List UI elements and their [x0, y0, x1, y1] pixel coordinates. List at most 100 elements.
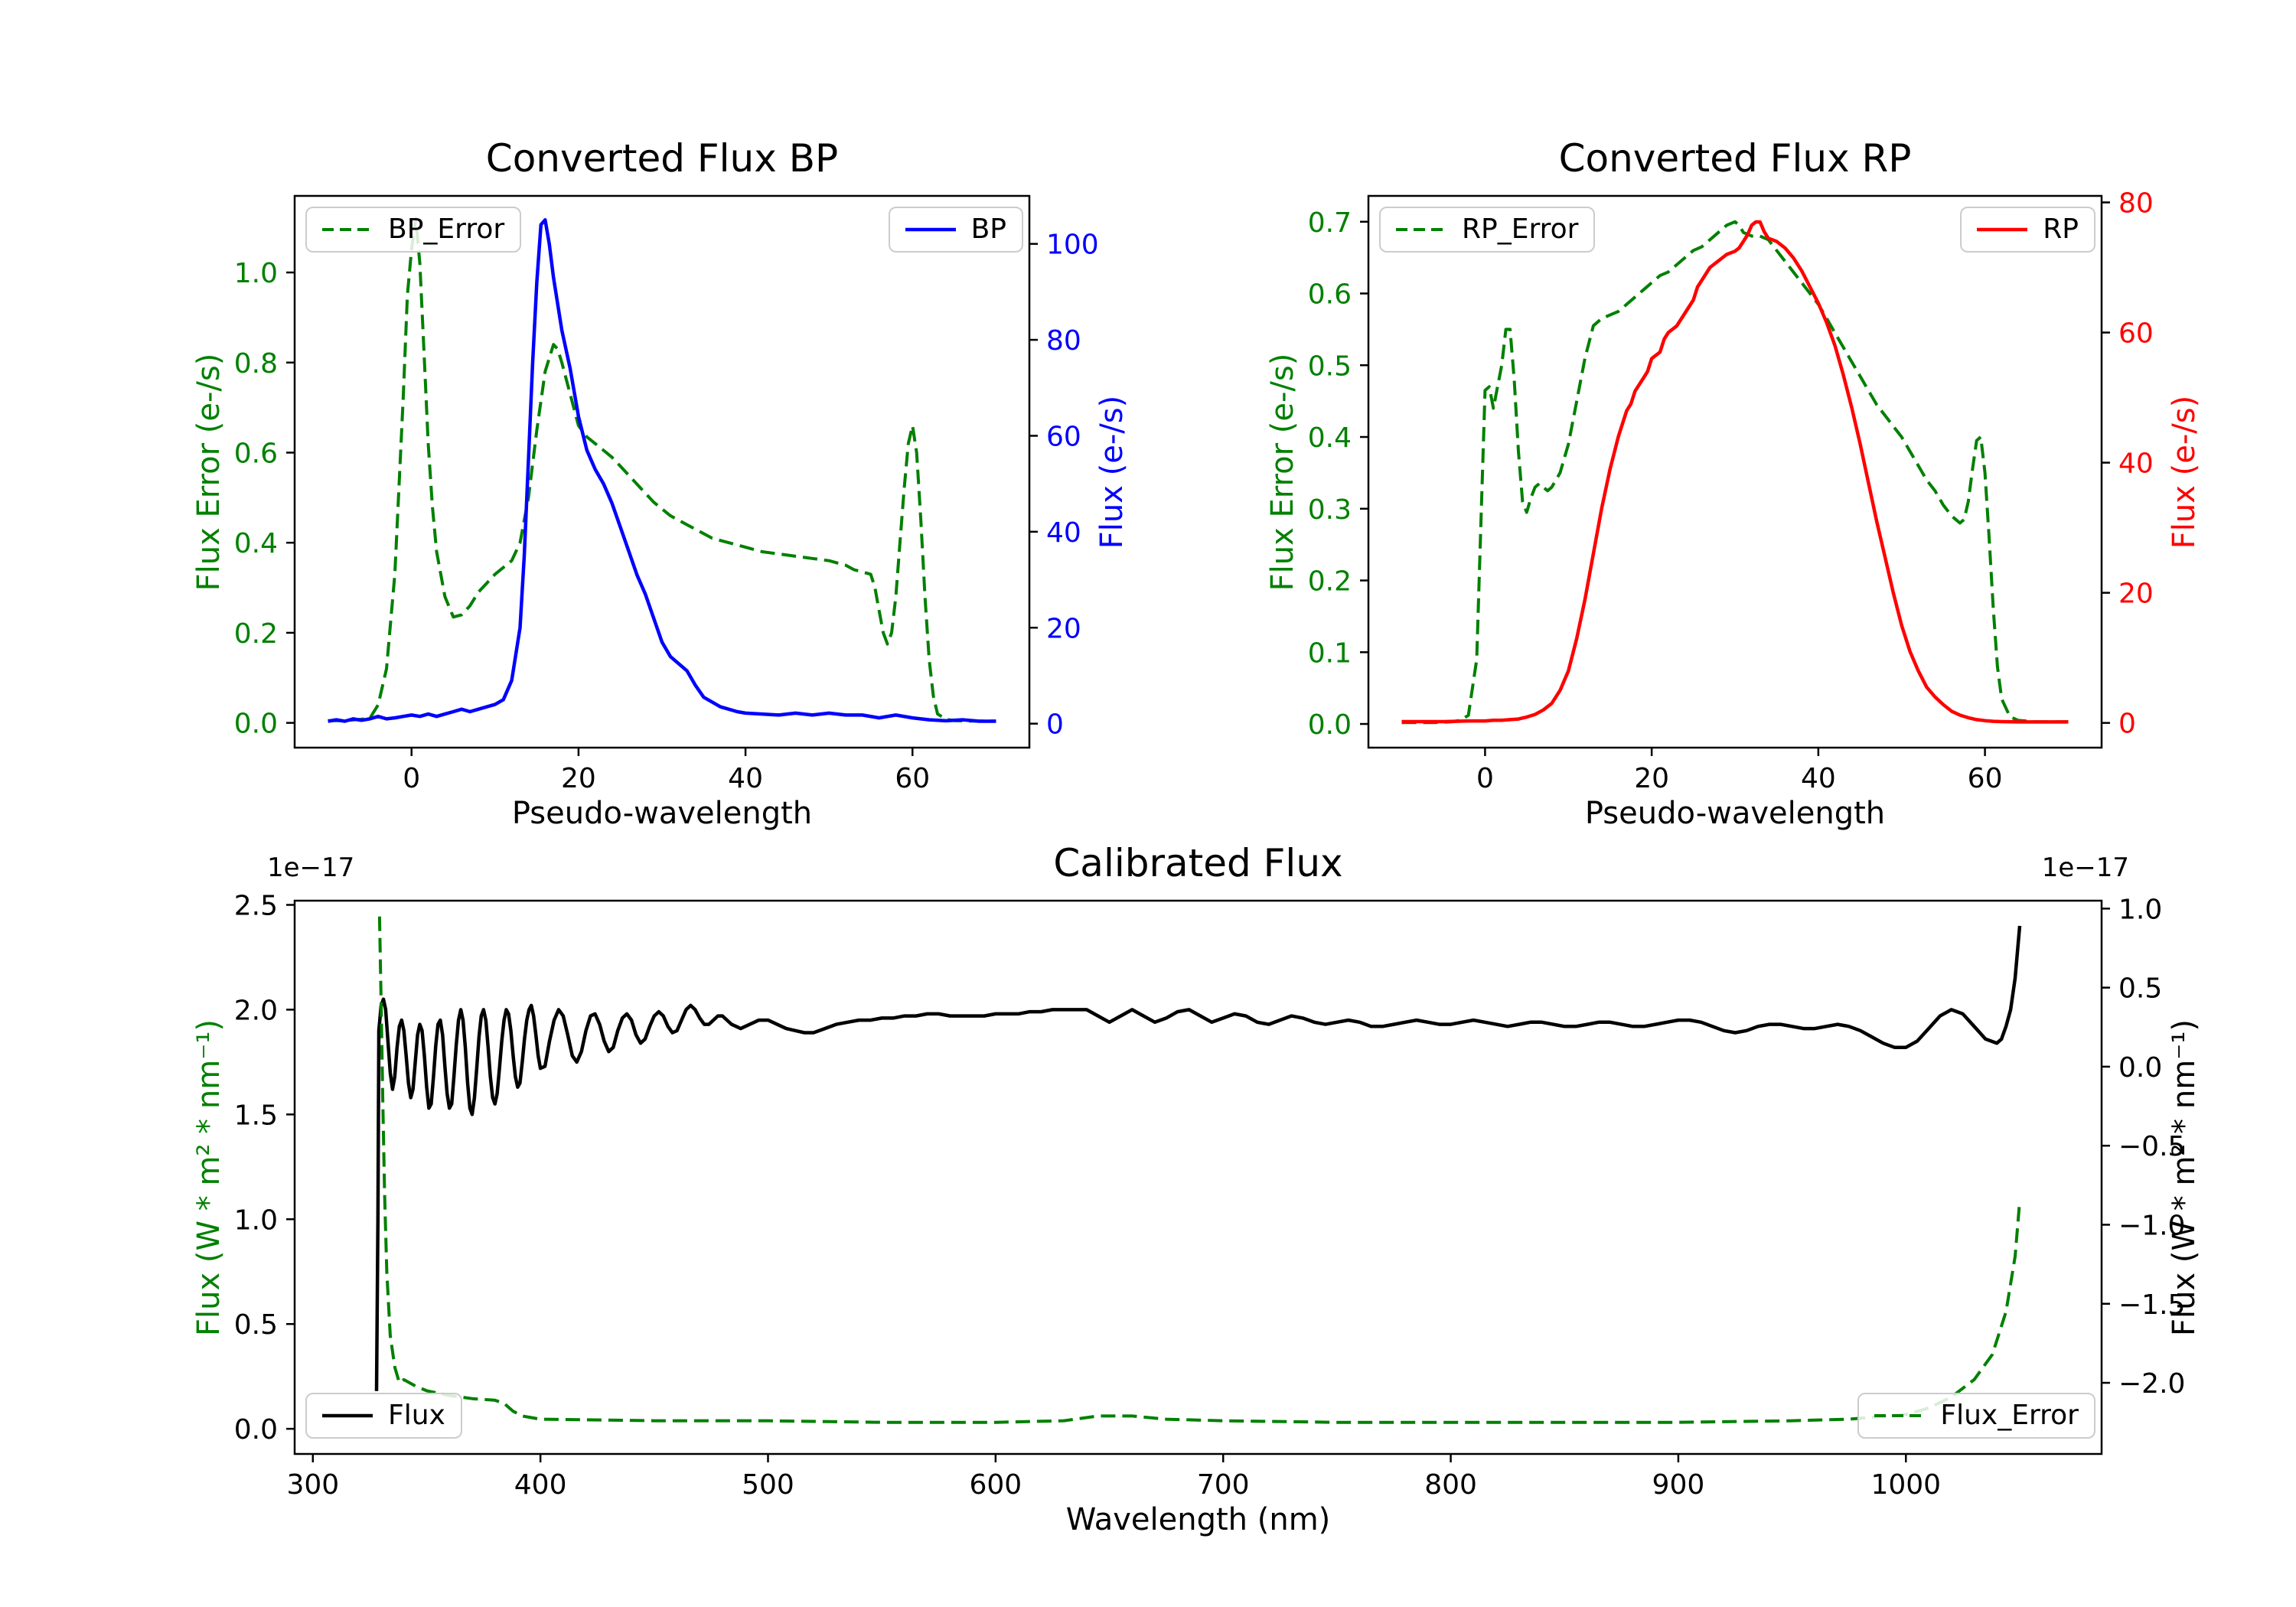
x-tick-label: 0 — [1476, 763, 1494, 794]
chart-title: Converted Flux RP — [1558, 136, 1912, 181]
y-tick-label-right: 0 — [1046, 709, 1064, 741]
x-tick-label: 60 — [895, 763, 930, 794]
axis-offset-left: 1e−17 — [267, 852, 355, 883]
x-tick-label: 600 — [969, 1469, 1022, 1501]
chart-title: Converted Flux BP — [485, 136, 839, 181]
x-tick-label: 500 — [742, 1469, 794, 1501]
chart-calibrated-flux: Calibrated Flux 1e−17 1e−17 Flux (W * m²… — [191, 844, 2202, 1535]
plot-canvas: 0 20 40 60 0.0 0.1 0.2 0.3 0.4 0.5 0.6 0.7 0 20 40 60 80 — [1308, 188, 2154, 794]
chart-title: Calibrated Flux — [1053, 841, 1343, 885]
y-tick-label-right: 20 — [1046, 613, 1081, 644]
y-tick-label-right: −1.5 — [2118, 1289, 2185, 1321]
y-tick-label-right: 1.0 — [2118, 894, 2162, 925]
y-tick-label-right: 20 — [2118, 579, 2154, 610]
x-axis-label: Pseudo-wavelength — [511, 796, 813, 831]
legend-flux: Flux — [305, 1393, 462, 1439]
x-tick-label: 40 — [728, 763, 763, 794]
y-tick-label-left: 0.4 — [234, 528, 278, 559]
x-tick-label: 700 — [1197, 1469, 1250, 1501]
chart-converted-flux-rp: Converted Flux RP Flux Error (e-/s) Flux… — [1265, 139, 2202, 829]
y-tick-label-right: 40 — [1046, 517, 1081, 549]
y-tick-label-left: 0.7 — [1308, 207, 1352, 239]
x-tick-label: 20 — [1634, 763, 1669, 794]
legend-line-sample-dashed — [1396, 228, 1446, 231]
series-Flux_Error — [377, 916, 2021, 1424]
legend-label: RP_Error — [1462, 214, 1579, 245]
legend-label: RP — [2043, 214, 2079, 245]
y-tick-label-right: −1.0 — [2118, 1210, 2185, 1241]
series-BP — [328, 218, 996, 723]
x-axis-label: Pseudo-wavelength — [1584, 796, 1886, 831]
y-tick-label-left: 0.6 — [234, 438, 278, 469]
axes-frame — [293, 899, 2103, 1455]
y-tick-label-left: 0.0 — [1308, 709, 1352, 741]
legend-label: Flux — [388, 1400, 445, 1431]
y-axis-label-left: Flux Error (e-/s) — [1265, 353, 1300, 591]
axes-frame — [1367, 194, 2103, 749]
plot-area — [374, 916, 2022, 1424]
x-tick-label: 400 — [514, 1469, 567, 1501]
y-tick-label-left: 0.5 — [1308, 350, 1352, 382]
y-tick-label-right: 0.0 — [2118, 1052, 2162, 1084]
y-tick-label-left: 2.5 — [234, 890, 278, 921]
y-tick-label-right: 40 — [2118, 448, 2154, 480]
y-tick-label-right: 60 — [2118, 318, 2154, 350]
y-tick-label-left: 0.2 — [1308, 566, 1352, 598]
y-tick-label-left: 2.0 — [234, 995, 278, 1026]
y-axis-label-right: Flux (W * m² * nm⁻¹) — [2167, 1019, 2202, 1336]
legend-line-sample-solid — [1977, 227, 2028, 232]
x-tick-label: 60 — [1968, 763, 2003, 794]
y-tick-label-left: 0.5 — [234, 1309, 278, 1341]
legend-label: Flux_Error — [1940, 1400, 2079, 1431]
chart-converted-flux-bp: Converted Flux BP Flux Error (e-/s) Flux… — [191, 139, 1130, 829]
y-tick-label-right: 60 — [1046, 421, 1081, 452]
y-tick-label-left: 0.6 — [1308, 279, 1352, 311]
y-tick-label-left: 1.0 — [234, 258, 278, 289]
legend-bp: BP — [888, 207, 1023, 253]
legend-label: BP_Error — [388, 214, 505, 245]
y-axis-label-left: Flux Error (e-/s) — [191, 353, 227, 591]
y-tick-label-right: 80 — [1046, 325, 1081, 357]
axis-offset-right: 1e−17 — [2041, 852, 2129, 883]
x-axis-label: Wavelength (nm) — [1065, 1502, 1331, 1537]
legend-rp: RP — [1960, 207, 2095, 253]
y-tick-label-right: −0.5 — [2118, 1131, 2185, 1162]
y-tick-label-left: 0.2 — [234, 618, 278, 650]
axes-frame — [293, 194, 1031, 749]
plot-canvas: 300 400 500 600 700 800 900 1000 0.0 0.5 1.0 1.5 2.0… — [234, 890, 2186, 1501]
y-tick-label-left: 0.4 — [1308, 422, 1352, 454]
legend-rp-error: RP_Error — [1379, 207, 1596, 253]
y-tick-label-right: 80 — [2118, 188, 2154, 220]
series-Flux — [374, 925, 2022, 1391]
x-tick-label: 20 — [561, 763, 596, 794]
x-tick-label: 300 — [286, 1469, 339, 1501]
y-tick-label-right: 100 — [1046, 230, 1099, 261]
legend-bp-error: BP_Error — [305, 207, 522, 253]
y-tick-label-left: 0.3 — [1308, 494, 1352, 526]
legend-line-sample-dashed — [322, 228, 373, 231]
legend-line-sample-solid — [905, 227, 956, 232]
plot-area — [1401, 220, 2069, 725]
plot-canvas: 0 20 40 60 0.0 0.2 0.4 0.6 0.8 1.0 0 20 40 60 80 100 — [234, 194, 1099, 794]
y-tick-label-left: 0.8 — [234, 348, 278, 380]
series-RP_Error — [1401, 220, 2069, 725]
x-tick-label: 40 — [1801, 763, 1836, 794]
x-tick-label: 900 — [1652, 1469, 1705, 1501]
y-axis-label-left: Flux (W * m² * nm⁻¹) — [191, 1019, 227, 1336]
x-tick-label: 0 — [403, 763, 420, 794]
y-tick-label-left: 1.0 — [234, 1204, 278, 1236]
y-tick-label-left: 0.0 — [234, 709, 278, 740]
y-tick-label-right: −2.0 — [2118, 1368, 2185, 1400]
series-RP — [1401, 220, 2069, 724]
y-axis-label-right: Flux (e-/s) — [1094, 395, 1130, 549]
y-axis-label-right: Flux (e-/s) — [2167, 395, 2202, 549]
y-tick-label-right: 0 — [2118, 709, 2136, 740]
y-tick-label-right: 0.5 — [2118, 973, 2162, 1005]
x-tick-label: 1000 — [1870, 1469, 1941, 1501]
y-tick-label-left: 1.5 — [234, 1100, 278, 1131]
series-BP_Error — [328, 217, 996, 723]
x-tick-label: 800 — [1424, 1469, 1477, 1501]
y-tick-label-left: 0.0 — [234, 1414, 278, 1446]
legend-line-sample-solid — [322, 1413, 373, 1418]
